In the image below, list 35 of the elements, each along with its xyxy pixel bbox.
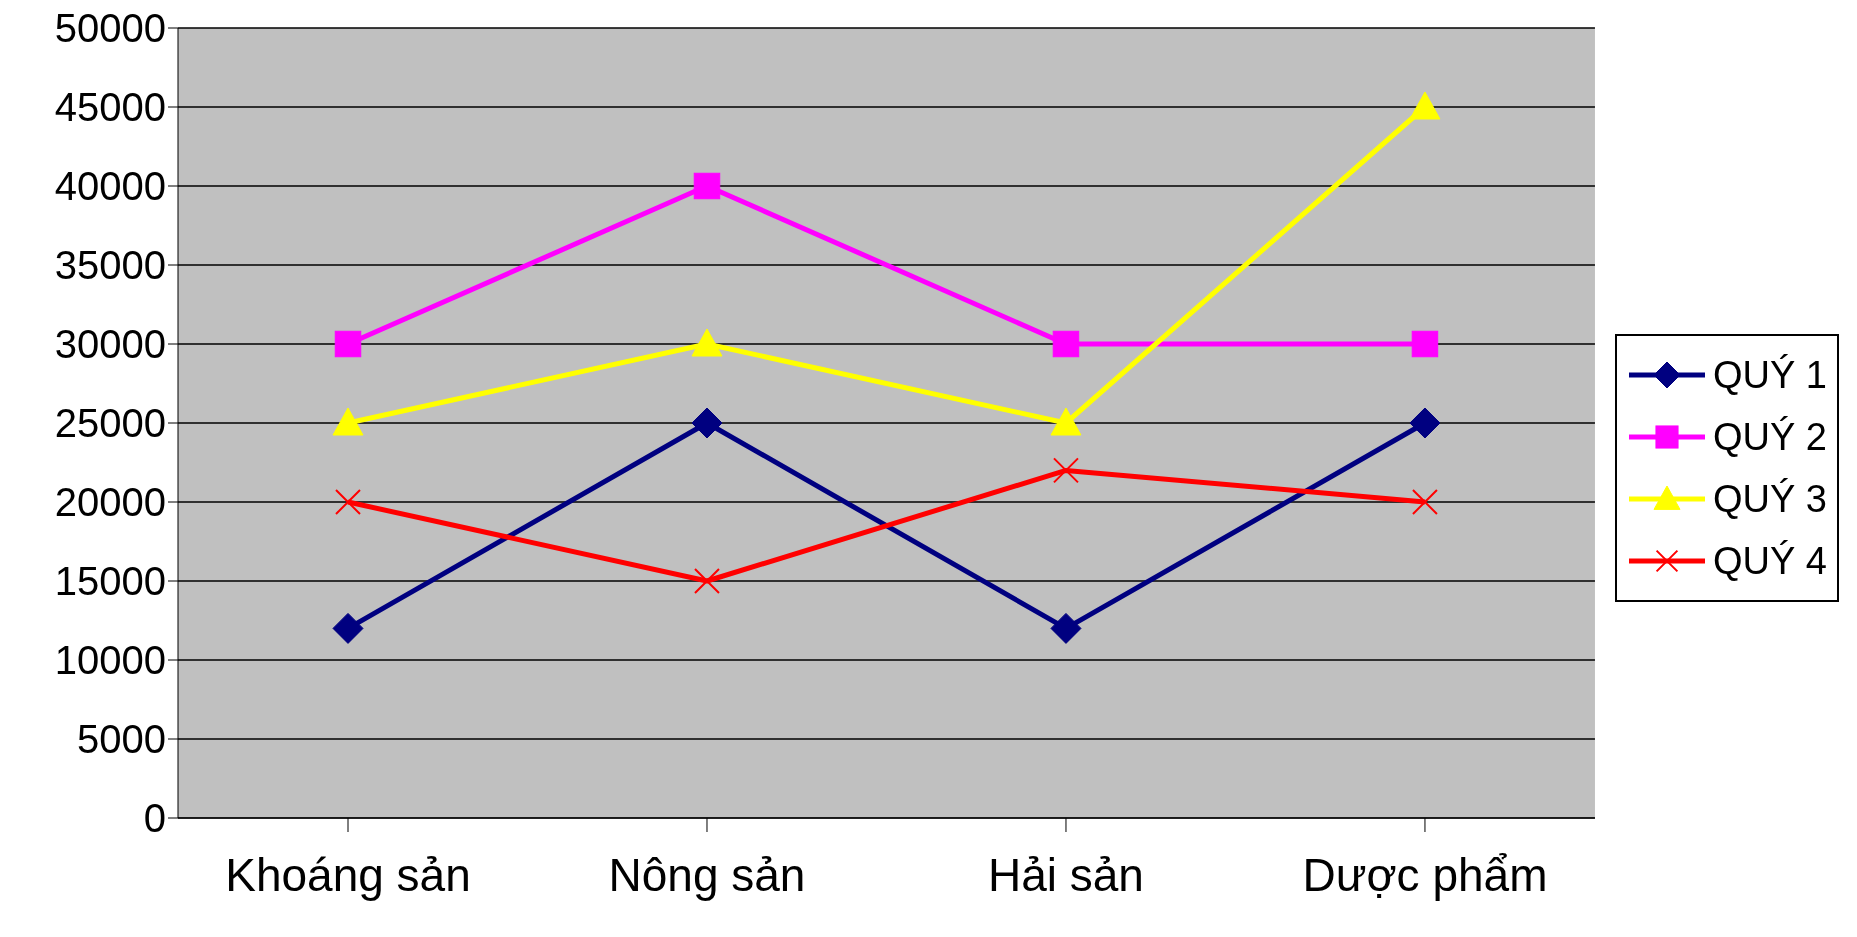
legend-label: QUÝ 2	[1712, 415, 1827, 459]
point	[1409, 91, 1441, 120]
point	[693, 568, 720, 594]
y-tick-label: 40000	[54, 164, 166, 209]
x-tick-label: Hải sản	[987, 848, 1144, 901]
x-tick-label: Dược phẩm	[1302, 848, 1548, 901]
y-tick-label: 25000	[54, 401, 166, 446]
point	[1411, 489, 1438, 515]
point	[334, 330, 362, 358]
point	[1050, 612, 1082, 644]
point	[1411, 330, 1439, 358]
legend-label: QUÝ 4	[1712, 539, 1827, 583]
y-tick-label: 50000	[54, 6, 166, 51]
y-tick-label: 30000	[54, 322, 166, 367]
point	[332, 407, 364, 436]
point	[1050, 407, 1082, 436]
point	[1409, 407, 1441, 439]
point	[335, 489, 361, 515]
point	[332, 612, 364, 644]
x-tick-label: Khoáng sản	[225, 848, 471, 901]
legend-label: QUÝ 3	[1712, 477, 1827, 521]
y-tick-label: 0	[143, 796, 166, 841]
point	[691, 328, 723, 357]
point	[693, 172, 721, 200]
point	[1052, 457, 1079, 484]
legend-label: QUÝ 1	[1712, 353, 1827, 397]
y-tick-label: 5000	[77, 717, 166, 762]
point	[1052, 330, 1080, 358]
point	[691, 407, 723, 439]
y-tick-label: 15000	[54, 559, 166, 604]
y-tick-label: 20000	[54, 480, 166, 525]
y-tick-label: 35000	[54, 243, 166, 288]
x-tick-label: Nông sản	[608, 848, 806, 901]
y-tick-label: 10000	[54, 638, 166, 683]
y-tick-label: 45000	[54, 85, 166, 130]
